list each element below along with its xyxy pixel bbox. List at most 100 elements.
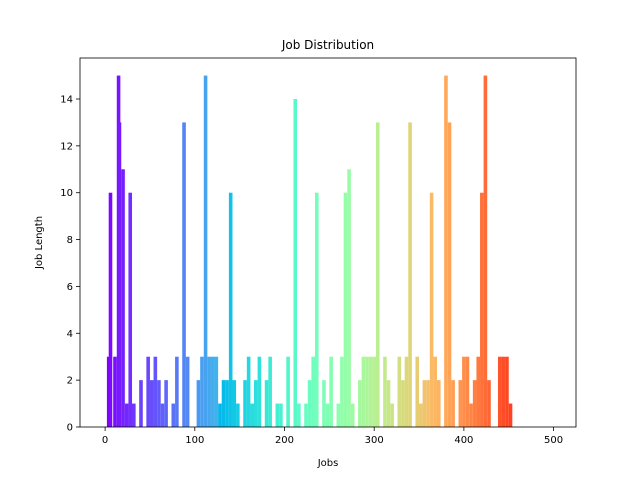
bar (200, 356, 204, 427)
bar (480, 192, 484, 427)
y-tick-label: 0 (67, 423, 73, 434)
bar (264, 380, 269, 427)
bar (383, 356, 387, 427)
bar (207, 356, 211, 427)
bar (113, 356, 117, 427)
bar (422, 380, 427, 427)
x-tick-label: 200 (275, 435, 294, 446)
bar (171, 403, 176, 427)
bar (361, 356, 366, 427)
bar (447, 122, 452, 427)
y-tick-label: 6 (67, 282, 73, 293)
bar (358, 380, 362, 427)
y-axis-ticks: 0 2 4 6 8 10 12 14 (60, 95, 80, 434)
bar (236, 403, 240, 427)
x-tick-label: 100 (185, 435, 204, 446)
y-tick-label: 8 (67, 235, 73, 246)
bar (444, 75, 448, 428)
y-tick-label: 2 (67, 376, 73, 387)
x-tick-label: 300 (365, 435, 384, 446)
bar (297, 403, 301, 427)
plot-frame (79, 57, 577, 428)
bar (257, 356, 262, 427)
bar (465, 356, 470, 427)
bar (146, 356, 150, 427)
y-tick-label: 10 (60, 188, 73, 199)
bar (214, 356, 219, 427)
bar (108, 192, 113, 427)
x-tick-label: 400 (454, 435, 473, 446)
bar (203, 75, 208, 428)
bar (429, 192, 434, 427)
bar (462, 356, 466, 427)
bar (375, 122, 380, 427)
bar (329, 356, 333, 427)
bar (307, 380, 312, 427)
bar (293, 99, 298, 427)
bar (246, 356, 251, 427)
bar (124, 403, 129, 427)
chart-title: Job Distribution (281, 38, 374, 52)
bar (182, 122, 186, 427)
bar (121, 169, 125, 428)
y-axis-label: Job Length (34, 216, 45, 270)
x-axis-ticks: 0 100 200 300 400 500 (102, 427, 563, 446)
bar (368, 356, 373, 427)
bar (311, 356, 315, 427)
bar (275, 403, 280, 427)
bar (210, 356, 215, 427)
bar (436, 380, 441, 427)
bar (397, 356, 402, 427)
bar (314, 192, 319, 427)
x-axis-label: Jobs (317, 458, 339, 469)
bar (117, 122, 122, 427)
bar (232, 380, 237, 427)
bar (164, 380, 168, 427)
bar (401, 380, 405, 427)
bar (196, 380, 201, 427)
y-tick-label: 14 (60, 95, 73, 106)
bar (340, 356, 344, 427)
bar (139, 380, 143, 427)
bar (404, 356, 409, 427)
bar (419, 403, 423, 427)
x-tick-label: 500 (544, 435, 563, 446)
bar (343, 192, 348, 427)
bar (132, 403, 136, 427)
bar (415, 356, 420, 427)
bar (483, 75, 488, 428)
bar (458, 380, 463, 427)
bar (153, 356, 158, 427)
bar (175, 356, 179, 427)
bar (325, 403, 330, 427)
bar (243, 380, 247, 427)
bar (390, 403, 394, 427)
bar (149, 380, 154, 427)
bar (221, 380, 226, 427)
bar (426, 380, 430, 427)
bar (185, 356, 190, 427)
bar (476, 356, 481, 427)
x-tick-label: 0 (102, 435, 108, 446)
bar (304, 403, 308, 427)
bar (268, 356, 272, 427)
bar (160, 403, 165, 427)
bar (228, 192, 233, 427)
bar (157, 380, 161, 427)
bar (254, 380, 258, 427)
bar (372, 356, 376, 427)
bar (250, 403, 255, 427)
bar (386, 380, 391, 427)
y-tick-label: 4 (67, 329, 73, 340)
bar-group (106, 75, 513, 428)
bar (279, 403, 283, 427)
bar (365, 356, 369, 427)
bar (497, 356, 502, 427)
bar (505, 356, 509, 427)
bar (128, 192, 133, 427)
bar (350, 403, 355, 427)
bar (469, 403, 473, 427)
bar (408, 122, 412, 427)
